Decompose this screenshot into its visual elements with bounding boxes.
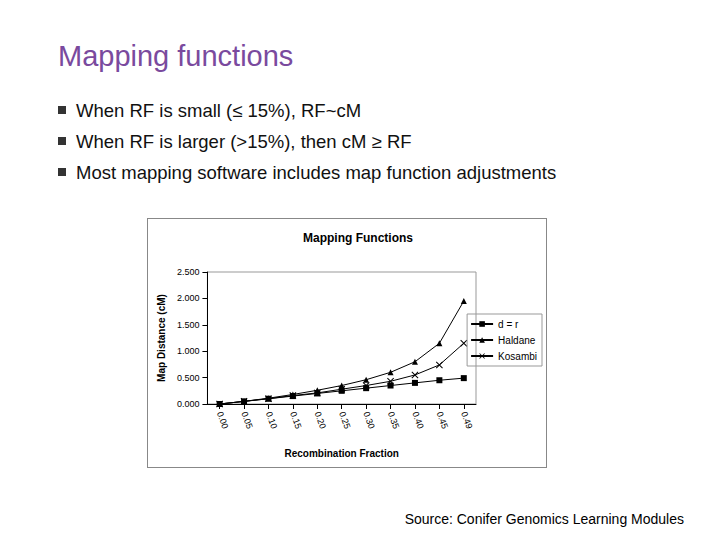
svg-text:0.000: 0.000 (177, 399, 200, 409)
svg-text:0.500: 0.500 (177, 373, 200, 383)
svg-text:0.15: 0.15 (288, 410, 303, 430)
svg-text:0.25: 0.25 (337, 410, 352, 430)
html-text:Most mapping software includes: Most mapping software includes map funct… (76, 162, 557, 183)
svg-text:1.000: 1.000 (177, 346, 200, 356)
svg-text:Mapping Functions: Mapping Functions (303, 231, 413, 245)
svg-text:0.05: 0.05 (239, 410, 254, 430)
svg-text:Map Distance (cM): Map Distance (cM) (156, 294, 167, 382)
svg-text:0.10: 0.10 (264, 410, 279, 430)
svg-text:Haldane: Haldane (498, 335, 536, 346)
svg-text:2.000: 2.000 (177, 293, 200, 303)
svg-text:d = r: d = r (498, 319, 519, 330)
svg-text:0.40: 0.40 (410, 410, 425, 430)
svg-text:0.30: 0.30 (361, 410, 376, 430)
svg-text:0.35: 0.35 (386, 410, 401, 430)
svg-text:0.45: 0.45 (435, 410, 450, 430)
svg-text:0.49: 0.49 (459, 410, 474, 430)
html-text:Mapping functions: Mapping functions (58, 40, 294, 72)
html-text:Source: Conifer Genomics Learn: Source: Conifer Genomics Learning Module… (404, 511, 684, 527)
svg-text:0.00: 0.00 (215, 410, 230, 430)
svg-text:1.500: 1.500 (177, 320, 200, 330)
svg-text:Recombination Fraction: Recombination Fraction (284, 448, 398, 459)
html-text:When RF is small (≤ 15%), RF~c: When RF is small (≤ 15%), RF~cM (76, 100, 362, 121)
svg-text:0.20: 0.20 (313, 410, 328, 430)
svg-text:Kosambi: Kosambi (498, 351, 537, 362)
html-text:When RF is larger (>15%), then: When RF is larger (>15%), then cM ≥ RF (76, 131, 412, 152)
svg-text:2.500: 2.500 (177, 267, 200, 277)
